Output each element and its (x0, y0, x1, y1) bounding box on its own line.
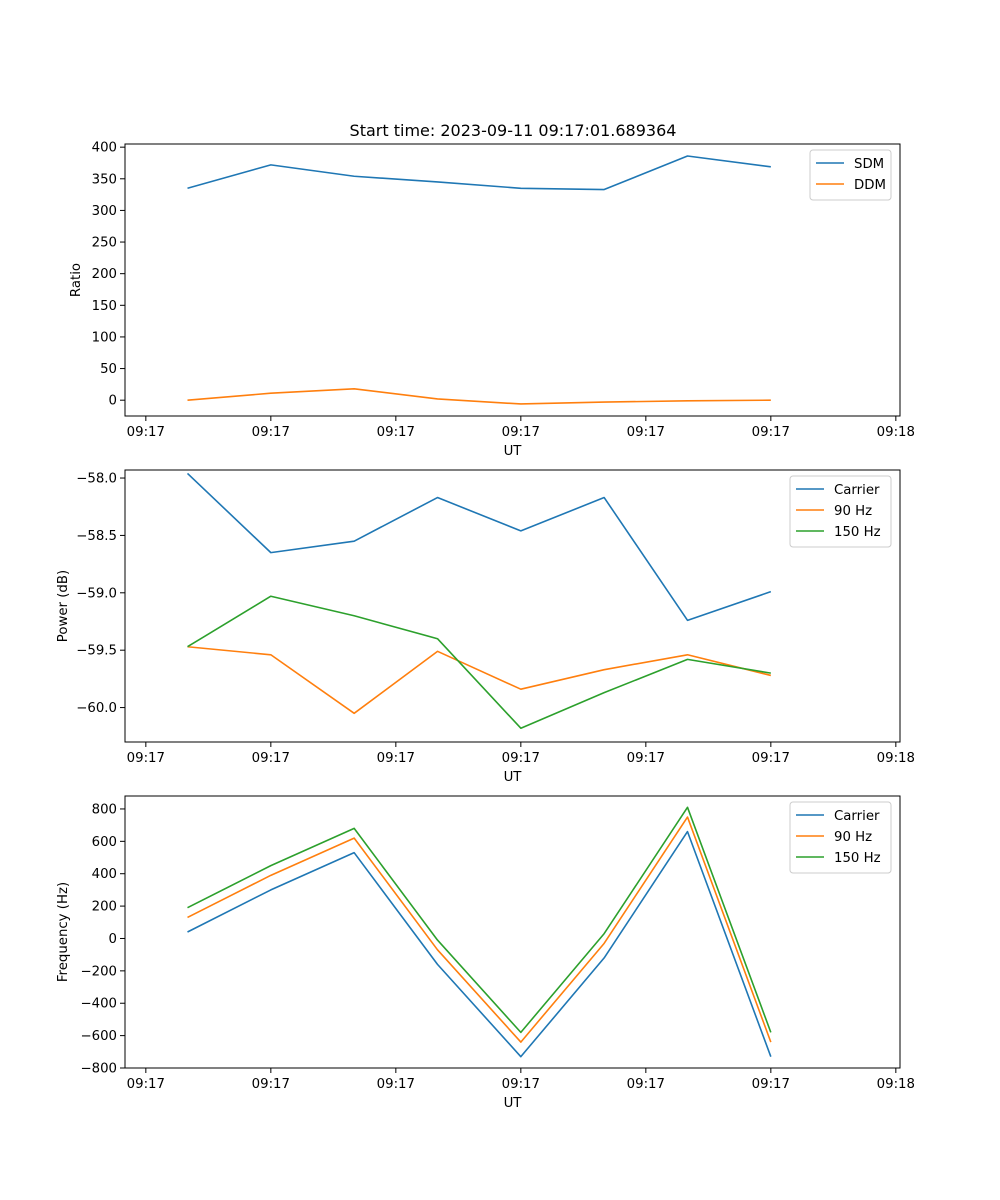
y-tick-label: 50 (100, 362, 117, 377)
x-tick-label: 09:17 (127, 751, 165, 766)
x-tick-label: 09:18 (877, 425, 915, 440)
x-tick-label: 09:17 (502, 1077, 540, 1092)
x-tick-label: 09:18 (877, 751, 915, 766)
y-axis-label: Power (dB) (56, 570, 71, 642)
y-tick-label: −59.0 (76, 586, 117, 601)
series-line-carrier (187, 830, 772, 1058)
legend-label: Carrier (834, 483, 880, 498)
legend-label: 150 Hz (834, 525, 881, 540)
power-panel: −60.0 −59.5 −59.0 −58.5 −58.0 09:17 09:17 09:17… (56, 469, 915, 785)
x-tick-label: 09:17 (627, 751, 665, 766)
frequency-panel: −800 −600 −400 −200 0 200 400 600 800 09:17 09:17 0… (56, 795, 915, 1111)
series-line-ddm (187, 387, 771, 405)
ratio-panel: 0 50 100 150 200 250 300 350 400 09:17 09:17 09:17 0… (69, 141, 915, 459)
y-tick-label: −58.5 (76, 529, 117, 544)
y-tick-label: 200 (92, 267, 117, 282)
y-axis-label: Ratio (69, 263, 84, 297)
series-line-90-hz (187, 816, 772, 1043)
y-tick-label: 250 (92, 236, 117, 251)
legend: Carrier 90 Hz 150 Hz (789, 475, 892, 548)
x-tick-label: 09:17 (252, 425, 290, 440)
legend-label: DDM (854, 178, 886, 193)
axes-frame (124, 795, 901, 1069)
x-axis-label: UT (504, 1096, 523, 1111)
y-tick-label: −59.5 (76, 644, 117, 659)
x-tick-label: 09:17 (627, 1077, 665, 1092)
axes-frame (124, 143, 901, 417)
y-tick-label: 0 (109, 932, 117, 947)
y-tick-label: 800 (92, 802, 117, 817)
y-tick-label: 300 (92, 204, 117, 219)
y-tick-label: 100 (92, 330, 117, 345)
series-line-carrier (186, 472, 772, 622)
x-tick-label: 09:17 (752, 751, 790, 766)
legend-label: 90 Hz (834, 830, 872, 845)
x-tick-label: 09:17 (752, 425, 790, 440)
y-tick-label: 0 (109, 394, 117, 409)
axes-frame (124, 469, 901, 743)
legend-label: Carrier (834, 809, 880, 824)
y-tick-label: −800 (80, 1062, 117, 1077)
x-tick-label: 09:17 (752, 1077, 790, 1092)
y-tick-label: 400 (92, 141, 117, 156)
legend-label: 90 Hz (834, 504, 872, 519)
legend-box (789, 475, 892, 548)
x-tick-label: 09:17 (377, 1077, 415, 1092)
y-tick-label: 150 (92, 299, 117, 314)
y-tick-label: −58.0 (76, 472, 117, 487)
x-tick-label: 09:17 (127, 1077, 165, 1092)
x-tick-label: 09:17 (502, 425, 540, 440)
legend: SDM DDM (809, 149, 892, 201)
legend: Carrier 90 Hz 150 Hz (789, 801, 892, 874)
series-line-150-hz (187, 806, 772, 1034)
y-tick-label: 400 (92, 867, 117, 882)
y-tick-label: 200 (92, 900, 117, 915)
legend-label: 150 Hz (834, 851, 881, 866)
y-tick-label: 600 (92, 835, 117, 850)
x-axis-label: UT (504, 444, 523, 459)
y-axis-label: Frequency (Hz) (56, 882, 71, 982)
y-tick-label: −600 (80, 1029, 117, 1044)
series-line-sdm (187, 155, 771, 191)
x-tick-label: 09:17 (127, 425, 165, 440)
y-tick-label: −60.0 (76, 701, 117, 716)
x-tick-label: 09:18 (877, 1077, 915, 1092)
series-line-150-hz (187, 595, 771, 730)
x-axis-label: UT (504, 770, 523, 785)
x-tick-label: 09:17 (252, 1077, 290, 1092)
x-tick-label: 09:17 (377, 751, 415, 766)
x-tick-label: 09:17 (627, 425, 665, 440)
legend-box (789, 801, 892, 874)
series-line-90-hz (187, 645, 772, 715)
y-tick-label: −400 (80, 997, 117, 1012)
y-tick-label: 350 (92, 172, 117, 187)
x-tick-label: 09:17 (502, 751, 540, 766)
x-tick-label: 09:17 (377, 425, 415, 440)
x-tick-label: 09:17 (252, 751, 290, 766)
figure-title: Start time: 2023-09-11 09:17:01.689364 (350, 121, 677, 140)
legend-label: SDM (854, 157, 884, 172)
y-tick-label: −200 (80, 964, 117, 979)
